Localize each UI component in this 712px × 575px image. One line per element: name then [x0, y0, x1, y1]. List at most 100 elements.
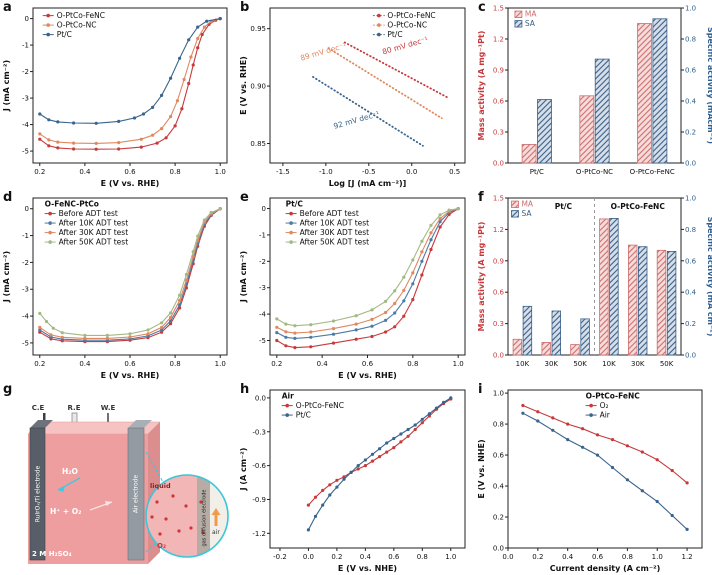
x-tick-label: 1.0	[215, 168, 226, 176]
y-tick-label: 1.0	[493, 390, 504, 398]
y-tick-label: -2	[22, 68, 29, 76]
y-axis-label: J (mA cm⁻²)	[239, 251, 248, 303]
series-marker	[392, 446, 396, 450]
series-marker	[187, 38, 191, 42]
series-marker	[83, 336, 87, 340]
series-marker	[581, 445, 585, 449]
y-tick-label: 0.85	[250, 140, 266, 148]
panel-c: c Pt/C O-PtCo-NC O-PtCo-FeNC 0.0 0.3 0.6 0.9 1.…	[475, 0, 712, 190]
air-label: air	[212, 529, 220, 536]
y-tick-label: 0.90	[250, 83, 266, 91]
series-marker	[640, 450, 644, 454]
legend-marker	[289, 211, 293, 216]
x-tick-label: 0.5	[449, 168, 460, 176]
series-marker	[427, 414, 431, 418]
series-line	[39, 18, 221, 124]
y-tick-label: 0.6	[493, 98, 505, 106]
series-marker	[196, 36, 200, 41]
legend-label: SA	[525, 19, 536, 28]
series-marker	[187, 81, 191, 86]
y-tick-label: -1.2	[252, 530, 266, 538]
y-tick-label: 0.0	[493, 545, 504, 553]
y2-tick-label: 0.0	[685, 352, 696, 360]
series-marker	[429, 238, 433, 242]
series-marker	[151, 105, 155, 109]
y-tick-label: -0.6	[252, 462, 266, 470]
series-marker	[449, 396, 453, 400]
series-marker	[438, 217, 442, 221]
series-marker	[413, 423, 417, 427]
x-tick-label: -1.5	[276, 168, 290, 176]
legend-label: MA	[525, 10, 537, 19]
chart-orr-polarization: 0.2 0.4 0.6 0.8 1.0 -5 -4 -3 -2 -1 0 E (V vs. RHE) J…	[0, 0, 237, 190]
y-axis-label: E (V vs. NHE)	[477, 439, 486, 498]
y-tick-label: 0.3	[493, 129, 504, 137]
series-marker	[47, 138, 51, 142]
series-marker	[370, 324, 374, 328]
x-tick-label: 0.8	[170, 360, 181, 368]
series-marker	[309, 330, 313, 334]
series-line	[312, 76, 424, 147]
panel-letter-c: c	[478, 0, 486, 15]
series-marker	[218, 17, 222, 21]
y2-tick-label: 0.8	[685, 226, 696, 234]
series-marker	[610, 465, 615, 470]
legend-marker	[289, 221, 293, 225]
legend-marker	[46, 13, 50, 18]
series-marker	[521, 403, 525, 408]
series-marker	[349, 470, 353, 474]
series-marker	[141, 112, 146, 116]
series-marker	[169, 311, 173, 315]
series-marker	[385, 450, 389, 454]
left-electrode	[29, 427, 46, 561]
series-marker	[411, 282, 415, 286]
y-tick-label: 0.3	[493, 320, 504, 328]
bar	[599, 218, 609, 356]
legend-label: Pt/C	[57, 30, 72, 39]
series-marker	[354, 322, 358, 326]
left-electrode-label: RuIrOₓ/Ti electrode	[35, 465, 42, 522]
o2-molecule-dots	[150, 494, 205, 536]
chart-adt-ofenc-ptco: 0.2 0.4 0.6 0.8 1.0 -5 -4 -3 -2 -1 0 E (V vs. RHE) J…	[0, 190, 237, 382]
counter-electrode-label: C.E	[32, 404, 45, 412]
series-marker	[378, 455, 382, 459]
bar	[609, 217, 619, 356]
x-tick-label: 0.8	[622, 553, 633, 561]
bar	[541, 341, 551, 356]
x-tick-label: 0.6	[388, 553, 400, 561]
series-marker	[293, 324, 297, 328]
zoom-connector-top	[145, 451, 164, 483]
h2o-arrow	[57, 477, 81, 491]
x-axis-label: Log [J (mA cm⁻²)]	[329, 179, 407, 188]
series-marker	[384, 310, 388, 315]
legend-label: After 50K ADT test	[59, 238, 129, 247]
air-electrode	[127, 427, 145, 561]
series-marker	[385, 441, 389, 445]
series-marker	[284, 335, 288, 339]
y-tick-label: 0.9	[493, 67, 504, 75]
series-marker	[427, 412, 431, 416]
legend-swatch	[514, 20, 523, 28]
series-marker	[384, 330, 388, 334]
series-marker	[411, 258, 415, 262]
series-marker	[160, 321, 164, 325]
legend-title: O-PtCo-FeNC	[586, 392, 641, 401]
x-tick-label: 0.0	[406, 168, 417, 176]
y-tick-label: 0.0	[255, 394, 266, 402]
x-tick-label: 0.0	[303, 553, 314, 561]
y2-tick-label: 1.0	[685, 5, 696, 13]
chart-adt-ptc: 0.2 0.4 0.6 0.8 1.0 -5 -4 -3 -2 -1 0 E (V vs. RHE) J…	[237, 190, 475, 382]
zoom-gde-strip	[197, 475, 210, 557]
x-tick-label: 0.2	[532, 553, 543, 561]
series-marker	[284, 344, 288, 348]
x-tick-label: 50K	[573, 360, 587, 368]
y2-tick-label: 0.4	[685, 98, 697, 106]
y-axis-label: Mass activity (A mg⁻¹Pt)	[477, 31, 486, 141]
series-line	[276, 208, 459, 327]
x-tick-label: 1.0	[652, 553, 663, 561]
series-marker	[420, 417, 424, 421]
x-axis-label: E (V vs. NHE)	[338, 564, 397, 573]
series-marker	[94, 147, 98, 151]
legend-label: O-PtCo-FeNC	[387, 11, 435, 20]
x-tick-label: Pt/C	[530, 168, 544, 176]
